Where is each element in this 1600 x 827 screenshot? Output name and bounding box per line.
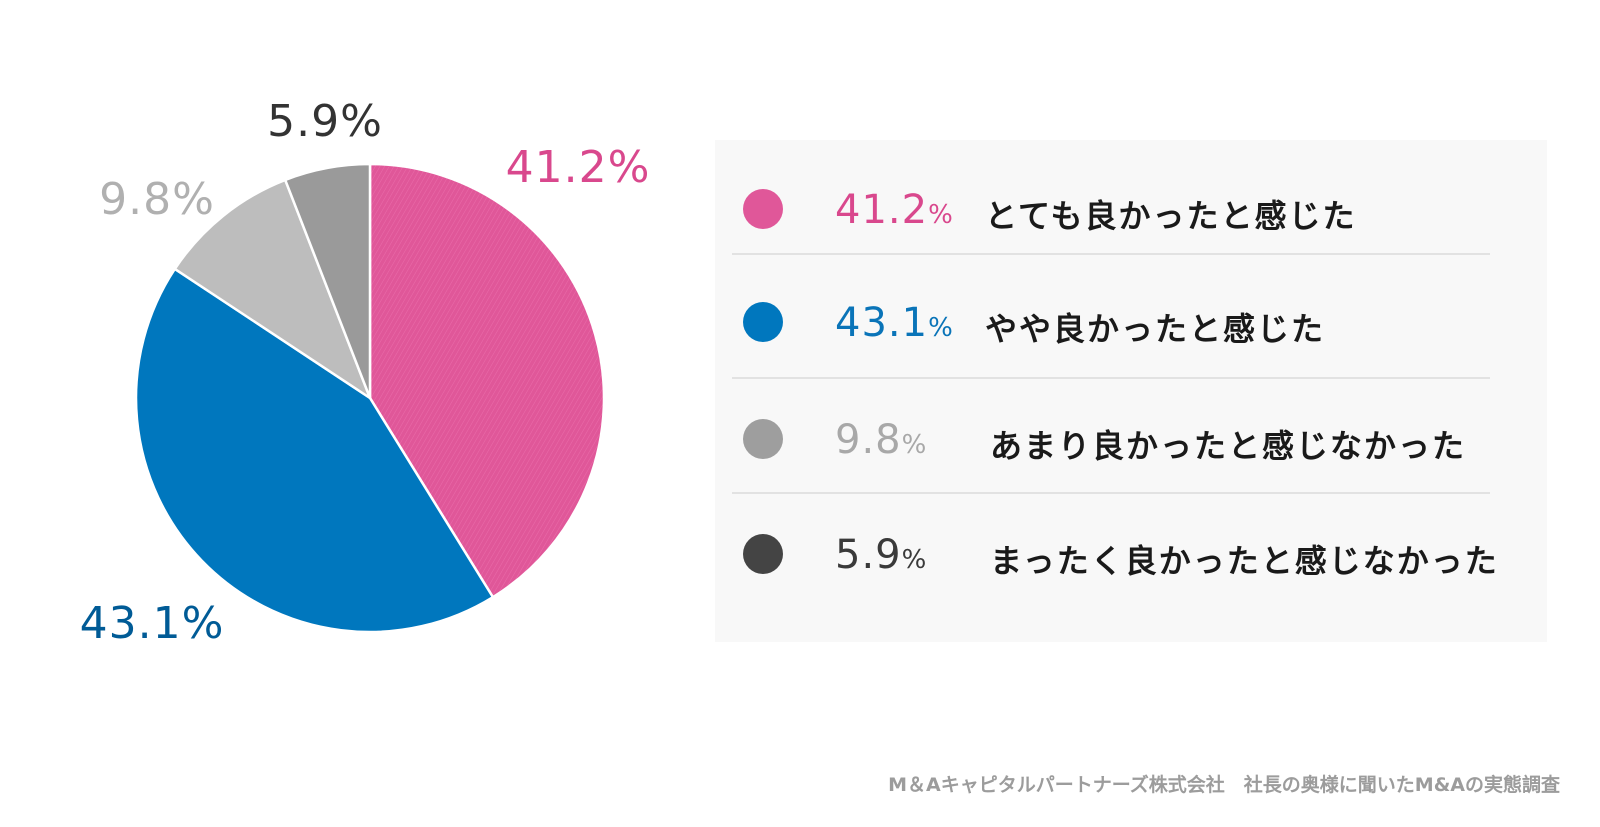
legend-value: 9.8 xyxy=(835,417,902,463)
legend-unit: % xyxy=(928,200,954,230)
pie-slice xyxy=(134,267,495,634)
legend-divider xyxy=(732,253,1490,255)
pie-slice-label: 5.9% xyxy=(267,96,383,147)
pie-slice xyxy=(283,162,372,399)
legend-dot xyxy=(743,419,783,459)
legend-dot xyxy=(743,189,783,229)
legend-value: 43.1 xyxy=(835,300,929,346)
legend-value: 41.2 xyxy=(835,187,929,233)
pie-slice xyxy=(173,178,373,402)
legend-label: まったく良かったと感じなかった xyxy=(990,542,1499,580)
pie-slice-label: 41.2% xyxy=(506,142,651,193)
legend-percentage: 41.2% xyxy=(835,187,954,233)
legend-percentage: 9.8% xyxy=(835,417,927,463)
legend-label: とても良かったと感じた xyxy=(985,197,1357,235)
source-footer: M＆Aキャピタルパートナーズ株式会社 社長の奥様に聞いたM&Aの実態調査 xyxy=(888,774,1560,796)
legend-unit: % xyxy=(901,430,928,460)
legend-label: やや良かったと感じた xyxy=(985,310,1326,348)
legend-panel: 41.2% とても良かったと感じた 43.1% やや良かったと感じた 9.8% … xyxy=(715,140,1547,642)
pie-slice-label: 43.1% xyxy=(80,598,225,649)
legend-dot xyxy=(743,534,783,574)
legend-unit: % xyxy=(901,545,928,575)
legend-value: 5.9 xyxy=(835,532,902,578)
legend-dot xyxy=(743,302,783,342)
pie-slice xyxy=(368,162,606,599)
pie-chart: 41.2% 43.1% 9.8% 5.9% xyxy=(80,96,651,649)
pie-slice-label: 9.8% xyxy=(99,174,215,225)
legend-unit: % xyxy=(928,313,954,343)
legend-label: あまり良かったと感じなかった xyxy=(990,427,1467,465)
legend-divider xyxy=(732,492,1490,494)
legend-percentage: 5.9% xyxy=(835,532,927,578)
legend-divider xyxy=(732,377,1490,379)
legend-percentage: 43.1% xyxy=(835,300,954,346)
